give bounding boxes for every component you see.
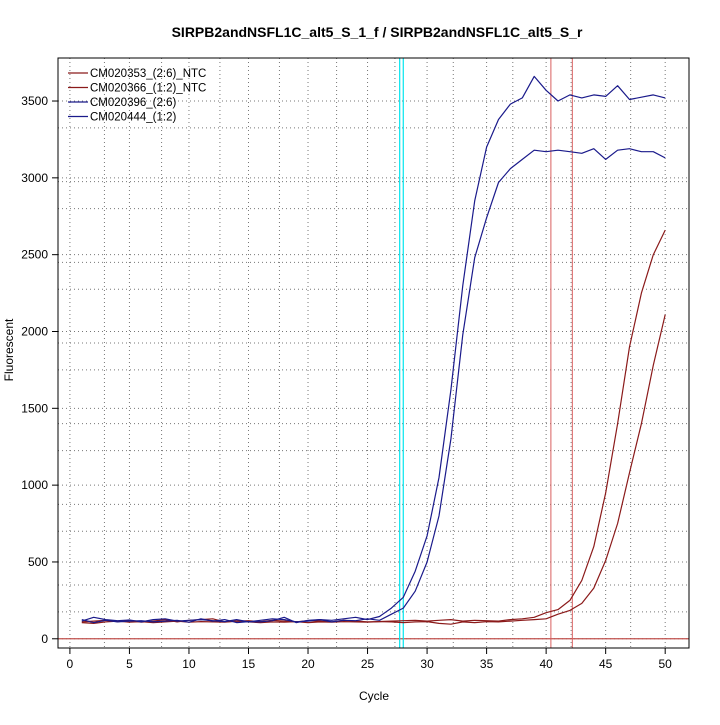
series-line-1 [81, 229, 666, 623]
x-tick-label: 20 [301, 657, 315, 671]
y-tick-label: 500 [28, 555, 48, 569]
y-tick-label: 1500 [21, 401, 48, 415]
y-tick-label: 3500 [21, 94, 48, 108]
chart-title: SIRPB2andNSFL1C_alt5_S_1_f / SIRPB2andNS… [172, 24, 583, 40]
series-line-4 [81, 148, 666, 624]
x-tick-label: 40 [539, 657, 553, 671]
x-tick-label: 50 [659, 657, 673, 671]
y-tick-label: 2000 [21, 324, 48, 338]
legend-label: CM020444_(1:2) [90, 112, 176, 124]
x-axis-label: Cycle [359, 689, 389, 703]
legend-label: CM020366_(1:2)_NTC [90, 83, 206, 95]
legend-label: CM020353_(2:6)_NTC [90, 68, 206, 80]
x-tick-label: 25 [361, 657, 375, 671]
x-tick-label: 10 [182, 657, 196, 671]
ct-lines [58, 58, 689, 648]
series-line-3 [81, 75, 666, 623]
y-axis-label: Fluorescent [2, 318, 16, 381]
series-lines [81, 75, 666, 625]
x-tick-label: 30 [420, 657, 434, 671]
y-tick-label: 2500 [21, 248, 48, 262]
x-tick-label: 15 [242, 657, 256, 671]
x-tick-label: 45 [599, 657, 613, 671]
x-tick-label: 0 [67, 657, 74, 671]
x-tick-label: 5 [126, 657, 133, 671]
grid-lines [58, 58, 689, 648]
series-line-2 [81, 314, 666, 625]
y-tick-label: 3000 [21, 171, 48, 185]
y-tick-label: 0 [41, 632, 48, 646]
legend: CM020353_(2:6)_NTC CM020366_(1:2)_NTC CM02… [68, 68, 206, 124]
axes: 0 5 10 15 20 25 30 35 40 45 5005001000150020002500… [21, 57, 690, 671]
x-tick-label: 35 [480, 657, 494, 671]
plot-frame [57, 57, 690, 649]
y-tick-label: 1000 [21, 478, 48, 492]
legend-label: CM020396_(2:6) [90, 97, 176, 109]
